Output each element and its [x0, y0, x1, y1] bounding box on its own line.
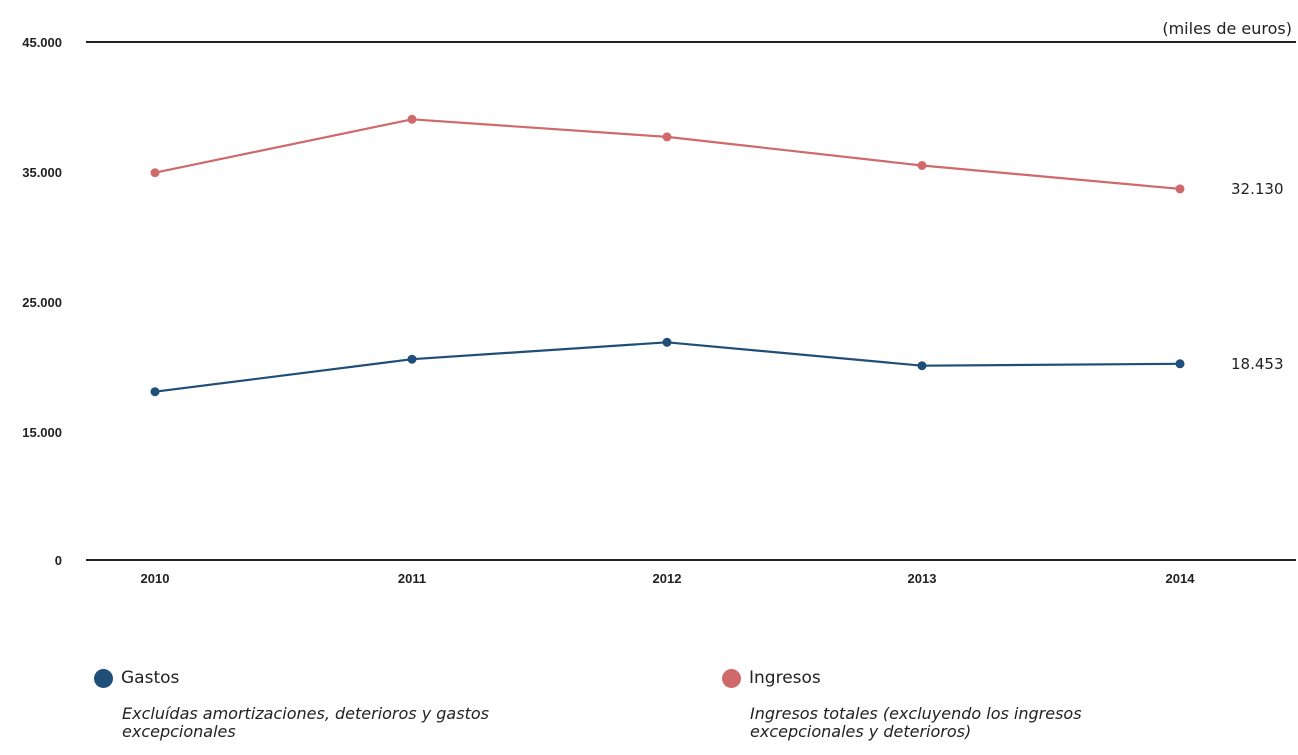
ingresos-legend-marker	[722, 668, 741, 688]
series-group: 18.453 32.130	[150, 114, 1284, 397]
gastos-data-point	[662, 337, 672, 347]
ingresos-end-value-label: 32.130	[1231, 180, 1284, 198]
ingresos-series-line	[154, 118, 1181, 190]
ingresos-data-point	[917, 161, 927, 170]
legend-ingresos: Ingresos Ingresos totales (excluyendo lo…	[722, 668, 1190, 741]
y-tick-label: 45.000	[22, 35, 62, 50]
gastos-data-point	[150, 387, 160, 397]
x-tick-label: 2011	[398, 571, 426, 586]
ingresos-data-point	[407, 114, 417, 124]
x-tick-labels: 2010 2011 2012 2013 2014	[141, 571, 1196, 586]
ingresos-legend-name: Ingresos	[749, 668, 821, 688]
ingresos-legend-description: Ingresos totales (excluyendo los ingreso…	[750, 704, 1082, 741]
line-chart: (miles de euros) 0 15.000 25.000 35.000 45.0…	[22, 19, 1296, 586]
ingresos-data-point	[150, 168, 160, 178]
gastos-legend-description: Excluídas amortizaciones, deterioros y g…	[122, 704, 489, 741]
gastos-legend-marker	[94, 668, 113, 688]
unit-label: (miles de euros)	[1162, 19, 1292, 38]
y-tick-label: 25.000	[22, 295, 62, 310]
x-tick-label: 2014	[1166, 571, 1196, 586]
y-tick-labels: 0 15.000 25.000 35.000 45.000	[22, 35, 62, 568]
y-tick-label: 15.000	[22, 425, 62, 440]
gastos-data-point	[917, 361, 927, 371]
y-tick-label: 0	[55, 553, 62, 568]
gastos-end-value-label: 18.453	[1231, 355, 1284, 373]
y-tick-label: 35.000	[22, 165, 62, 180]
x-tick-label: 2010	[141, 571, 170, 586]
ingresos-data-point	[662, 132, 672, 142]
gastos-data-point	[407, 354, 417, 364]
gastos-series-line	[154, 341, 1181, 393]
legend-gastos: Gastos Excluídas amortizaciones, deterio…	[94, 668, 562, 741]
x-tick-label: 2012	[653, 571, 682, 586]
ingresos-data-point	[1175, 184, 1185, 194]
gastos-legend-name: Gastos	[121, 668, 180, 688]
gastos-data-point	[1175, 359, 1185, 369]
x-tick-label: 2013	[908, 571, 937, 586]
